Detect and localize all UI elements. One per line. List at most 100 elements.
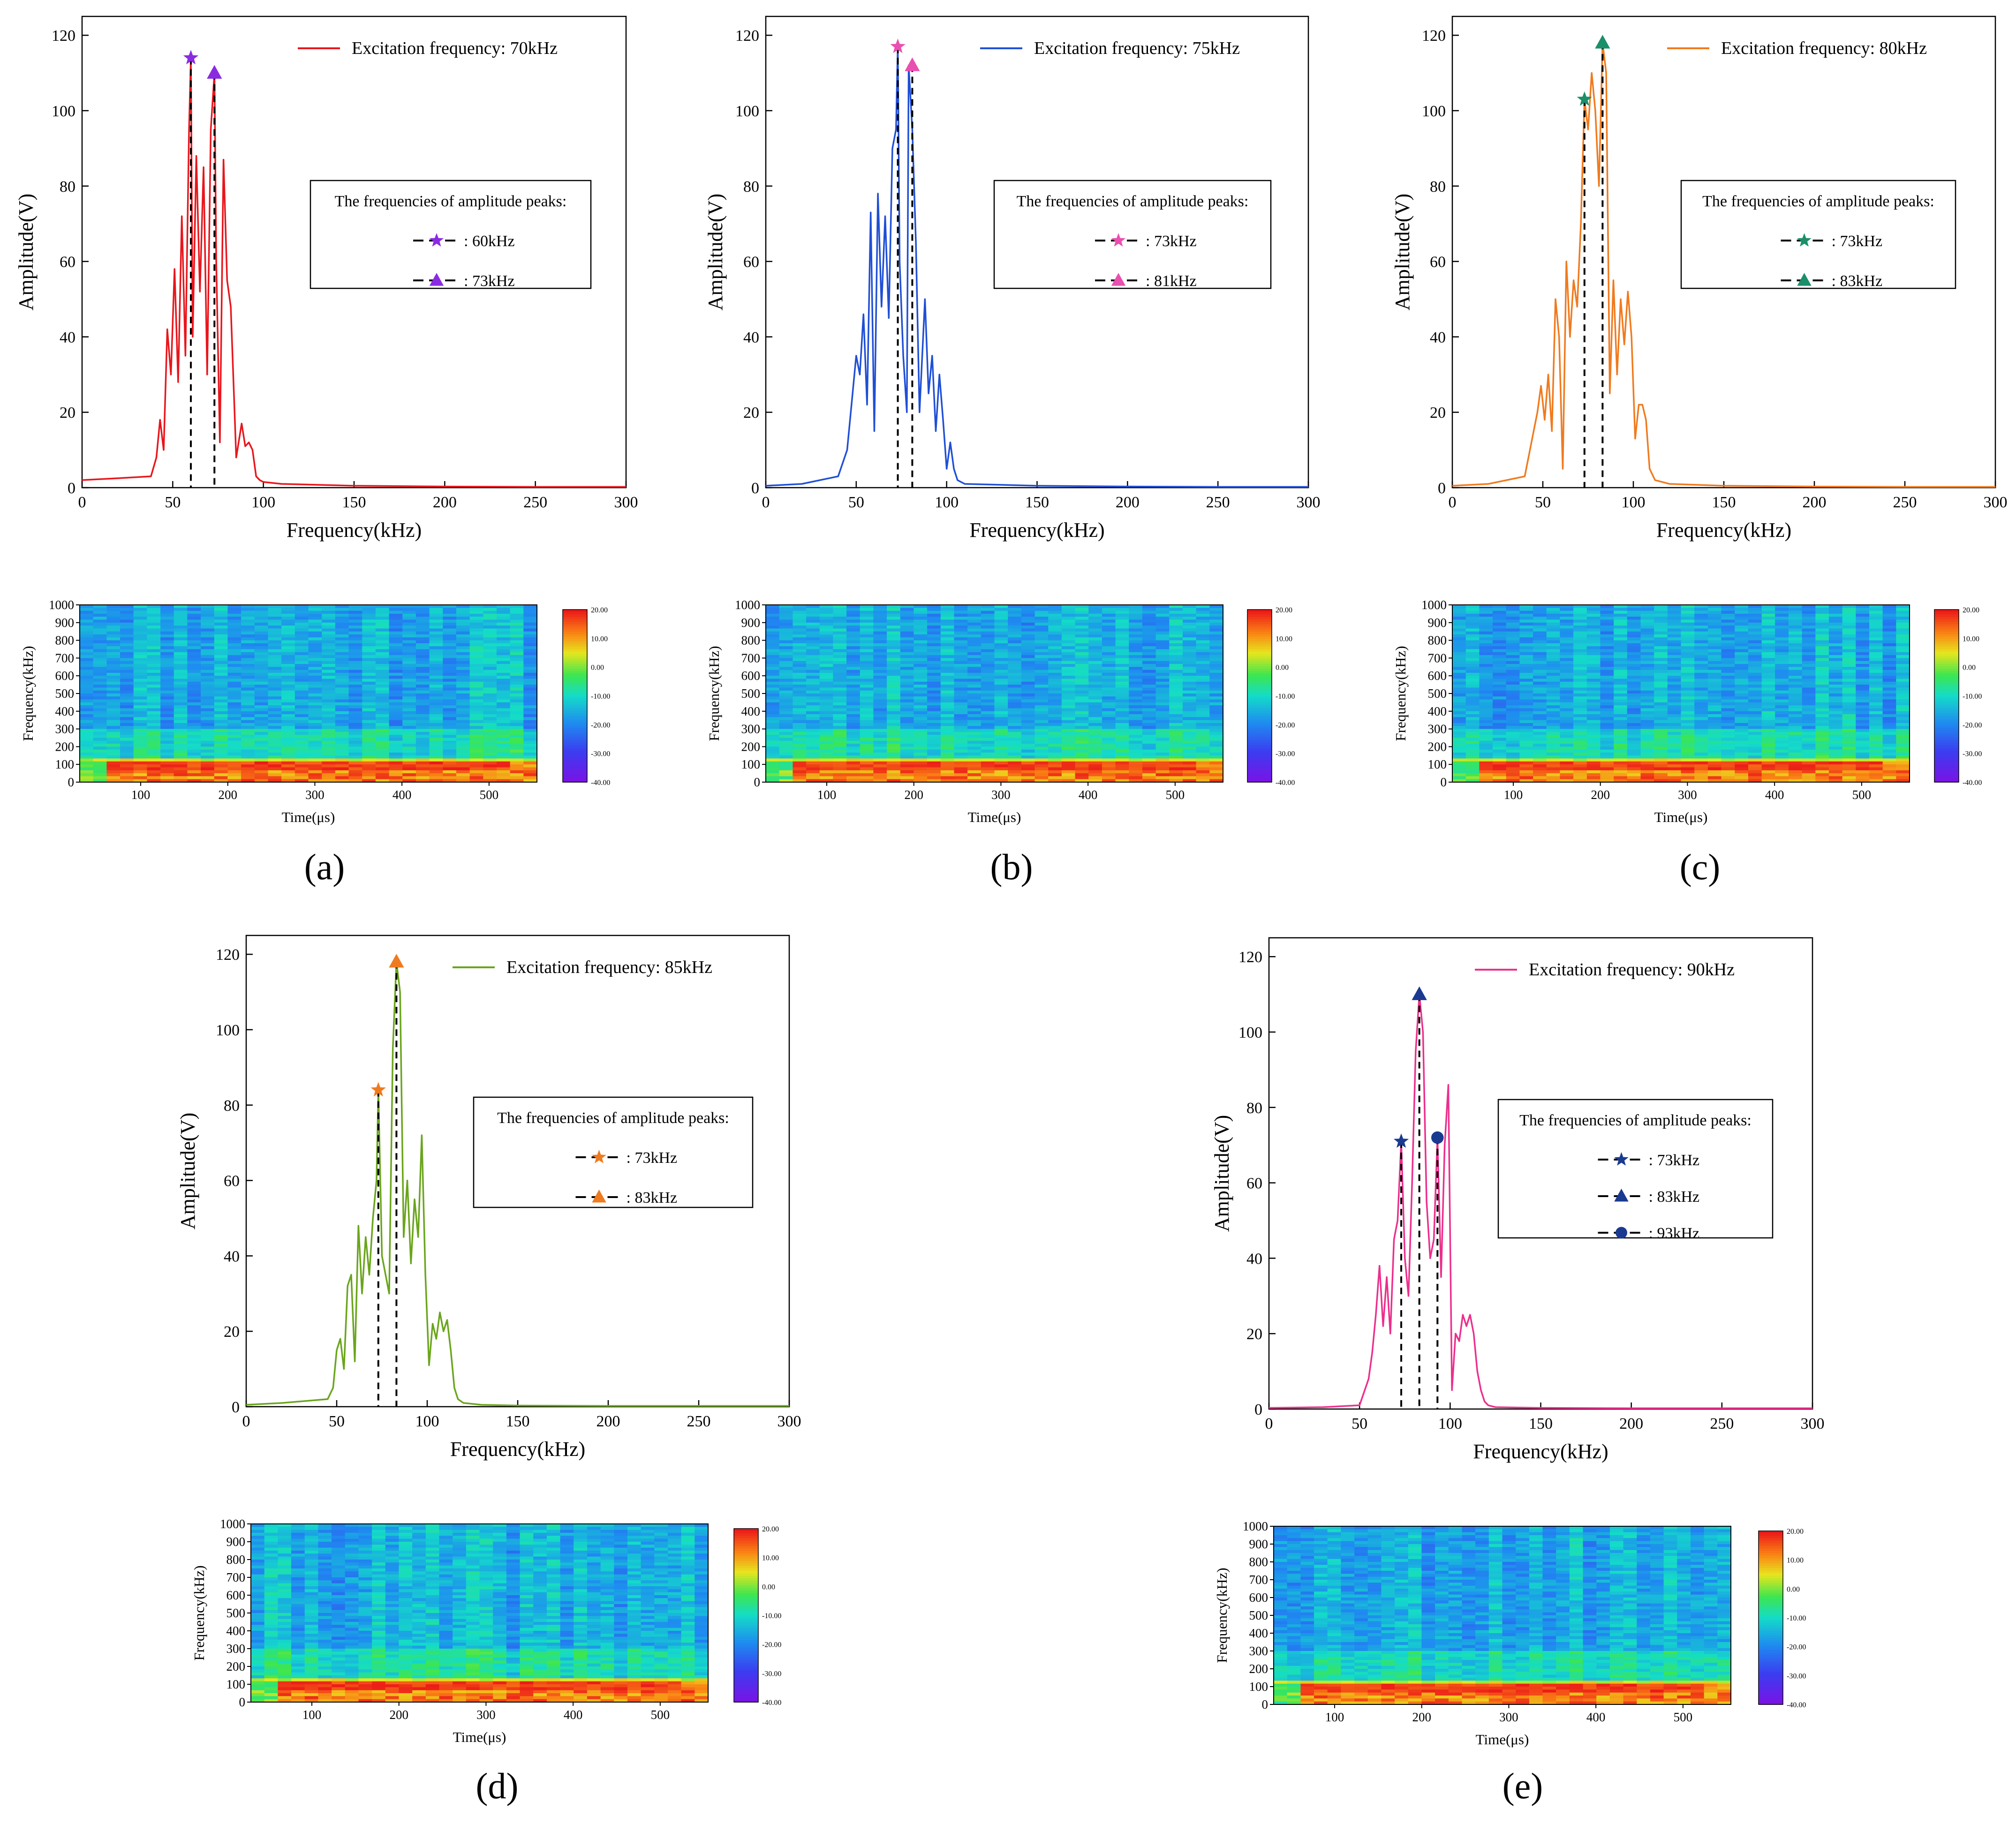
spectrogram-cell bbox=[187, 634, 201, 638]
spectrogram-cell bbox=[779, 628, 793, 632]
spectrogram-cell bbox=[510, 764, 524, 768]
spectrogram-cell bbox=[833, 637, 847, 641]
spectrogram-cell bbox=[1008, 667, 1022, 671]
spectrogram-cell bbox=[954, 640, 968, 644]
spectrogram-cell bbox=[846, 705, 861, 709]
spectrogram-cell bbox=[402, 655, 416, 658]
spectrogram-cell bbox=[766, 617, 780, 620]
spectrogram-cell bbox=[214, 746, 228, 750]
spectrogram-cell bbox=[80, 693, 94, 697]
spectrogram-cell bbox=[510, 690, 524, 694]
spectrogram-cell bbox=[1828, 637, 1843, 641]
spectrogram-cell bbox=[1075, 652, 1089, 656]
spectrogram-cell bbox=[846, 670, 861, 673]
spectrogram-cell bbox=[241, 690, 255, 694]
spectrogram-cell bbox=[415, 658, 430, 662]
spectrogram-cell bbox=[1183, 740, 1197, 744]
spectrogram-cell bbox=[833, 681, 847, 685]
spectrogram-cell bbox=[362, 723, 376, 726]
spectrogram-cell bbox=[389, 640, 403, 644]
spectrogram-cell bbox=[873, 699, 887, 703]
spectrogram-cell bbox=[362, 746, 376, 750]
spectrogram-cell bbox=[1654, 634, 1668, 638]
spectrogram-cell bbox=[806, 672, 820, 676]
spectrogram-cell bbox=[227, 652, 242, 656]
spectrogram-cell bbox=[1667, 646, 1682, 650]
spectrogram-cell bbox=[214, 770, 228, 774]
spectrogram-cell bbox=[120, 711, 134, 715]
spectrogram-cell bbox=[133, 761, 147, 765]
spectrogram-cell bbox=[819, 676, 833, 679]
spectrogram-cell bbox=[1155, 749, 1170, 753]
spectrogram-cell bbox=[954, 652, 968, 656]
spectrogram-cell bbox=[887, 773, 901, 776]
spectrogram-cell bbox=[1008, 637, 1022, 641]
spectrogram-cell bbox=[510, 637, 524, 641]
spectrogram-cell bbox=[806, 708, 820, 712]
spectrogram-cell bbox=[1142, 619, 1156, 623]
spectrogram-cell bbox=[348, 646, 362, 650]
spectrogram-cell bbox=[981, 702, 995, 706]
spectrogram-cell bbox=[389, 619, 403, 623]
spectrogram-cell bbox=[1048, 755, 1062, 759]
spectrogram-cell bbox=[873, 738, 887, 741]
spectrogram-cell bbox=[415, 749, 430, 753]
spectrogram-cell bbox=[389, 770, 403, 774]
spectrogram-cell bbox=[456, 634, 470, 638]
spectrogram-cell bbox=[483, 731, 497, 735]
spectrogram-cell bbox=[846, 661, 861, 664]
spectrogram-cell bbox=[1707, 637, 1722, 641]
spectrogram-cell bbox=[940, 676, 955, 679]
spectrogram-cell bbox=[294, 672, 309, 676]
spectrogram-cell bbox=[1721, 634, 1735, 638]
spectrogram-cell bbox=[523, 608, 537, 611]
spectrogram-cell bbox=[429, 687, 443, 691]
spectrogram-cell bbox=[994, 746, 1008, 750]
spectrogram-cell bbox=[1129, 649, 1143, 653]
spectrogram-cell bbox=[456, 717, 470, 721]
spectrogram-cell bbox=[308, 678, 322, 682]
spectrogram-cell bbox=[362, 628, 376, 632]
spectrogram-cell bbox=[833, 667, 847, 671]
spectrogram-cell bbox=[429, 711, 443, 715]
spectrogram-cell bbox=[1654, 605, 1668, 608]
spectrogram-cell bbox=[1600, 628, 1614, 632]
spectrogram-cell bbox=[308, 664, 322, 667]
spectrogram-cell bbox=[281, 640, 295, 644]
spectrogram-cell bbox=[1061, 640, 1076, 644]
spectrogram-cell bbox=[241, 705, 255, 709]
spectrogram-cell bbox=[362, 664, 376, 667]
spectrogram-cell bbox=[994, 631, 1008, 635]
colorbar-step bbox=[563, 656, 587, 659]
spectrogram-cell bbox=[362, 631, 376, 635]
spectrogram-cell bbox=[1048, 720, 1062, 724]
series-line bbox=[765, 45, 1308, 488]
spectrogram-cell bbox=[1533, 646, 1547, 650]
spectrogram-cell bbox=[1008, 744, 1022, 747]
spectrogram-cell bbox=[214, 605, 228, 608]
spectrogram-cell bbox=[1075, 608, 1089, 611]
spectrogram-cell bbox=[1209, 696, 1223, 700]
spectrogram-cell bbox=[402, 699, 416, 703]
spectrogram-cell bbox=[120, 758, 134, 762]
spectrogram-cell bbox=[860, 619, 874, 623]
spectrogram-cell bbox=[214, 649, 228, 653]
spectrogram-cell bbox=[174, 634, 188, 638]
spectrogram-cell bbox=[497, 676, 511, 679]
spectrogram-cell bbox=[806, 687, 820, 691]
spectrogram-cell bbox=[1560, 617, 1574, 620]
spectrogram-cell bbox=[1021, 672, 1035, 676]
spectrogram-cell bbox=[375, 755, 390, 759]
spectrogram-cell bbox=[806, 726, 820, 730]
spectrogram-cell bbox=[268, 613, 282, 617]
spectrogram-cell bbox=[214, 664, 228, 667]
spectrogram-cell bbox=[254, 637, 269, 641]
spectrogram-cell bbox=[120, 699, 134, 703]
spectrogram-cell bbox=[914, 779, 928, 783]
spectrogram-cell bbox=[1681, 613, 1695, 617]
colorbar-tick-label: -40.00 bbox=[591, 779, 610, 787]
spectrogram-cell bbox=[1802, 640, 1816, 644]
spectrogram-cell bbox=[133, 608, 147, 611]
spectrogram-cell bbox=[469, 681, 483, 685]
spectrogram-cell bbox=[510, 655, 524, 658]
